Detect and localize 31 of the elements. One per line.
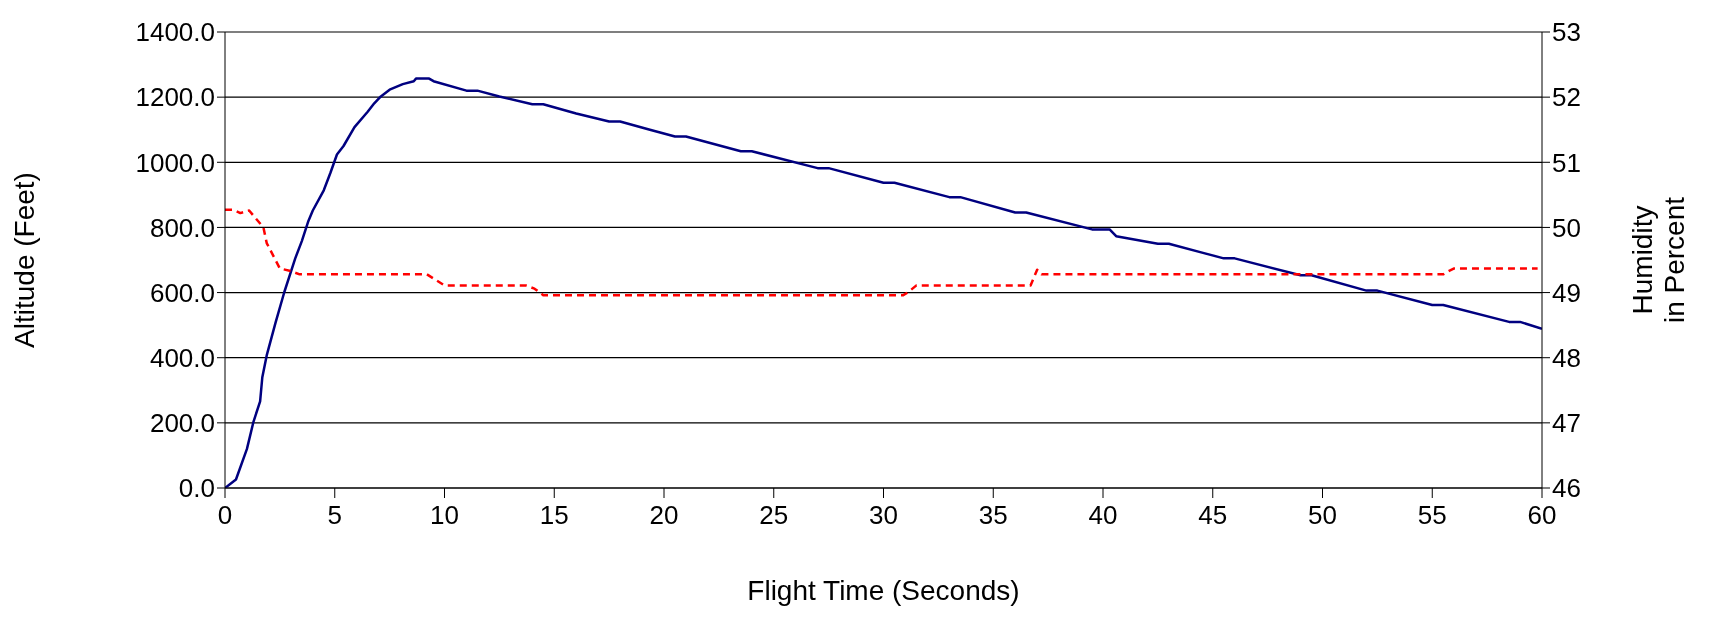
x-tick-label: 35 xyxy=(978,500,1008,531)
y-tick-label: 200.0 xyxy=(149,408,215,439)
x-tick-label: 30 xyxy=(869,500,898,531)
y2-tick-label: 52 xyxy=(1552,82,1581,113)
x-tick-label: 20 xyxy=(649,500,679,531)
y2-tick-label: 48 xyxy=(1552,342,1581,373)
y2-tick-label: 50 xyxy=(1552,212,1581,243)
y2-axis-title: Humidity in Percent xyxy=(1627,196,1690,324)
y-tick-label: 1400.0 xyxy=(135,17,215,48)
x-tick-label: 15 xyxy=(539,500,569,531)
x-tick-label: 45 xyxy=(1198,500,1228,531)
y-axis-title: Altitude (Feet) xyxy=(8,172,40,348)
y-tick-label: 0.0 xyxy=(178,473,215,504)
y-tick-label: 400.0 xyxy=(149,342,215,373)
x-axis-title: Flight Time (Seconds) xyxy=(747,575,1020,606)
y2-tick-label: 49 xyxy=(1552,277,1581,308)
y-tick-label: 600.0 xyxy=(149,277,215,308)
x-tick-label: 55 xyxy=(1417,500,1447,531)
line-series xyxy=(225,208,1539,297)
x-tick-label: 10 xyxy=(430,500,459,531)
x-tick-label: 50 xyxy=(1308,500,1337,531)
y2-tick-label: 47 xyxy=(1552,408,1581,439)
y-tick-label: 1000.0 xyxy=(135,147,215,178)
y2-tick-label: 51 xyxy=(1552,147,1581,178)
y-tick-label: 800.0 xyxy=(149,212,215,243)
x-tick-label: 0 xyxy=(217,500,233,531)
x-tick-label: 40 xyxy=(1088,500,1118,531)
x-tick-label: 25 xyxy=(759,500,789,531)
y2-tick-label: 53 xyxy=(1552,17,1581,48)
x-tick-label: 5 xyxy=(327,500,342,531)
y-tick-label: 1200.0 xyxy=(135,82,215,113)
